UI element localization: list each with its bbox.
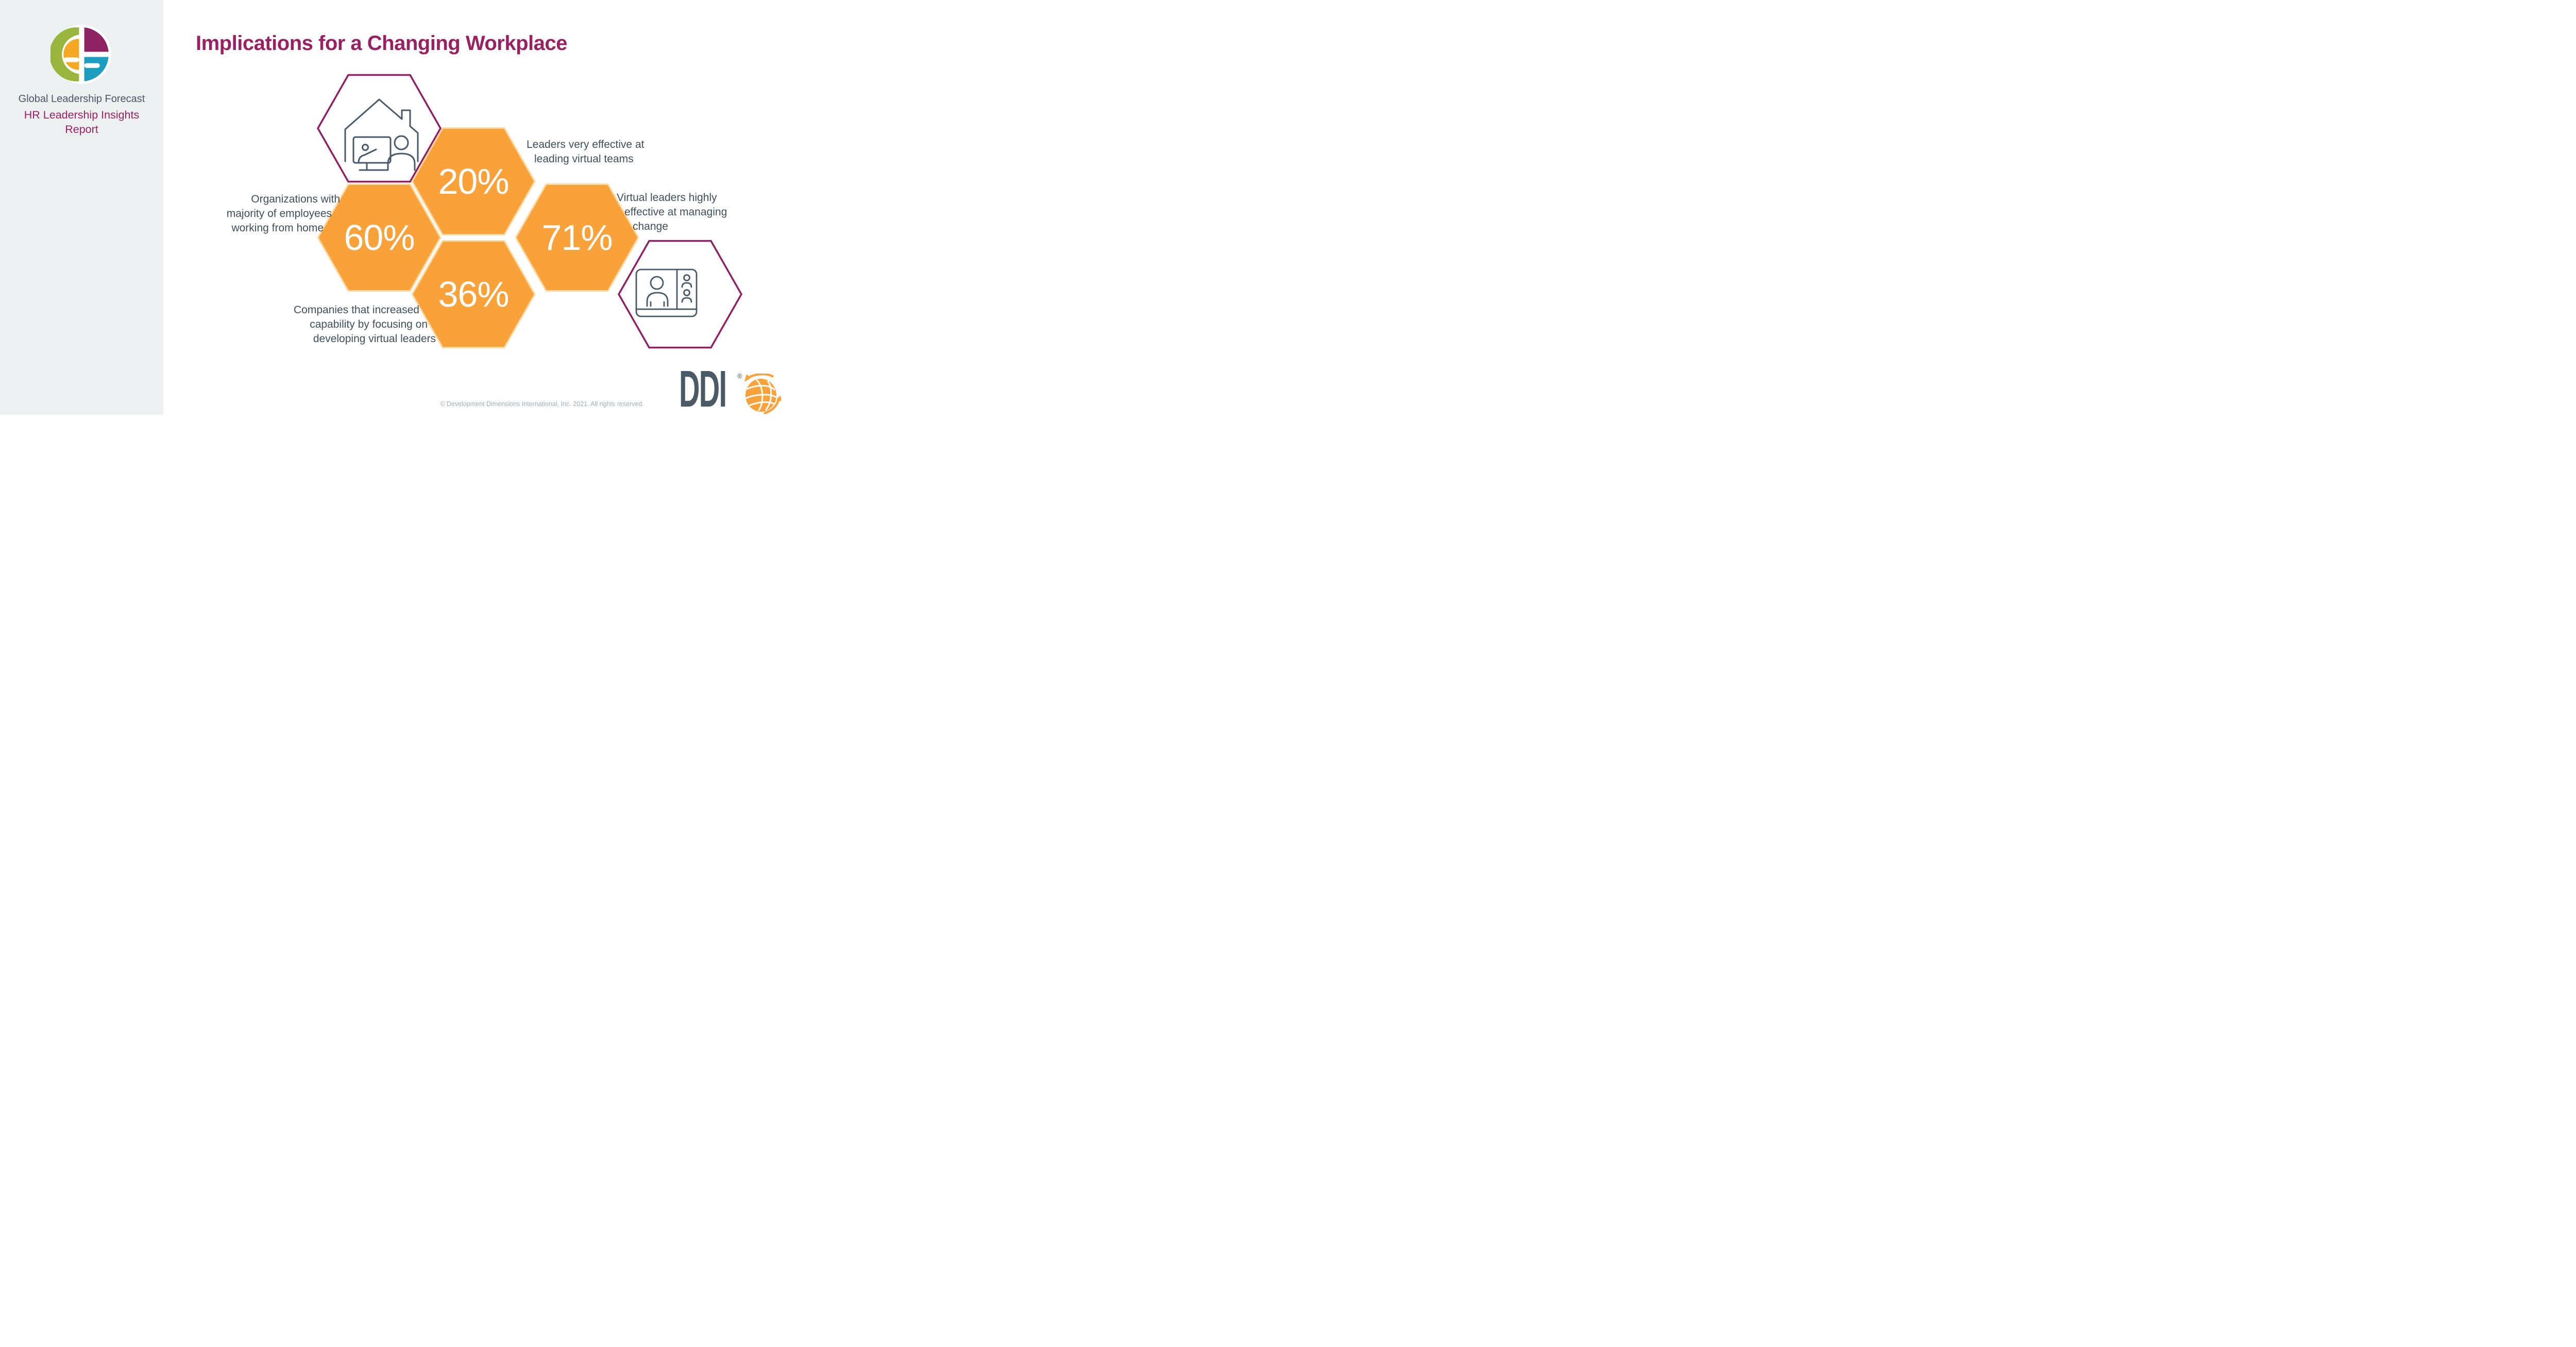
registered-trademark-symbol: ®	[737, 372, 742, 380]
page-title: Implications for a Changing Workplace	[196, 32, 567, 55]
ddi-logo-text: DDI	[679, 360, 727, 415]
brand-name: Global Leadership Forecast	[18, 93, 145, 105]
hexagon-work-from-home	[316, 74, 442, 183]
stat-label-managing-change: Virtual leaders highly effective at mana…	[617, 192, 727, 232]
report-title: HR Leadership Insights Report	[0, 108, 163, 137]
ddi-globe-icon	[744, 374, 781, 415]
hexagon-71	[515, 183, 639, 292]
video-conference-icon	[635, 268, 698, 317]
hexagon-video-conference	[617, 240, 743, 349]
stat-label-working-from-home: Organizations with majority of employees…	[226, 193, 340, 234]
stat-value-developing-virtual-leaders: 36%	[438, 274, 509, 314]
work-from-home-icon	[344, 98, 419, 171]
stat-value-working-from-home: 60%	[344, 217, 415, 258]
report-title-line1: HR Leadership Insights	[24, 109, 140, 121]
stat-label-developing-virtual-leaders: Companies that increased capability by f…	[294, 304, 436, 345]
honeycomb-graphic	[316, 74, 743, 349]
stat-value-leading-virtual-teams: 20%	[438, 161, 509, 201]
stat-value-managing-change: 71%	[541, 217, 613, 258]
hexagon-60	[317, 183, 442, 292]
copyright-notice: © Development Dimensions International, …	[440, 400, 644, 408]
stat-label-leading-virtual-teams: Leaders very effective at leading virtua…	[527, 139, 645, 165]
report-title-line2: Report	[65, 123, 98, 136]
sidebar: Global Leadership Forecast HR Leadership…	[0, 0, 163, 415]
ddi-logo: DDI	[679, 360, 746, 415]
slide: Global Leadership Forecast HR Leadership…	[0, 0, 793, 415]
hexagon-20	[411, 127, 536, 235]
global-leadership-forecast-logo	[50, 25, 111, 84]
hexagon-36	[411, 240, 536, 348]
